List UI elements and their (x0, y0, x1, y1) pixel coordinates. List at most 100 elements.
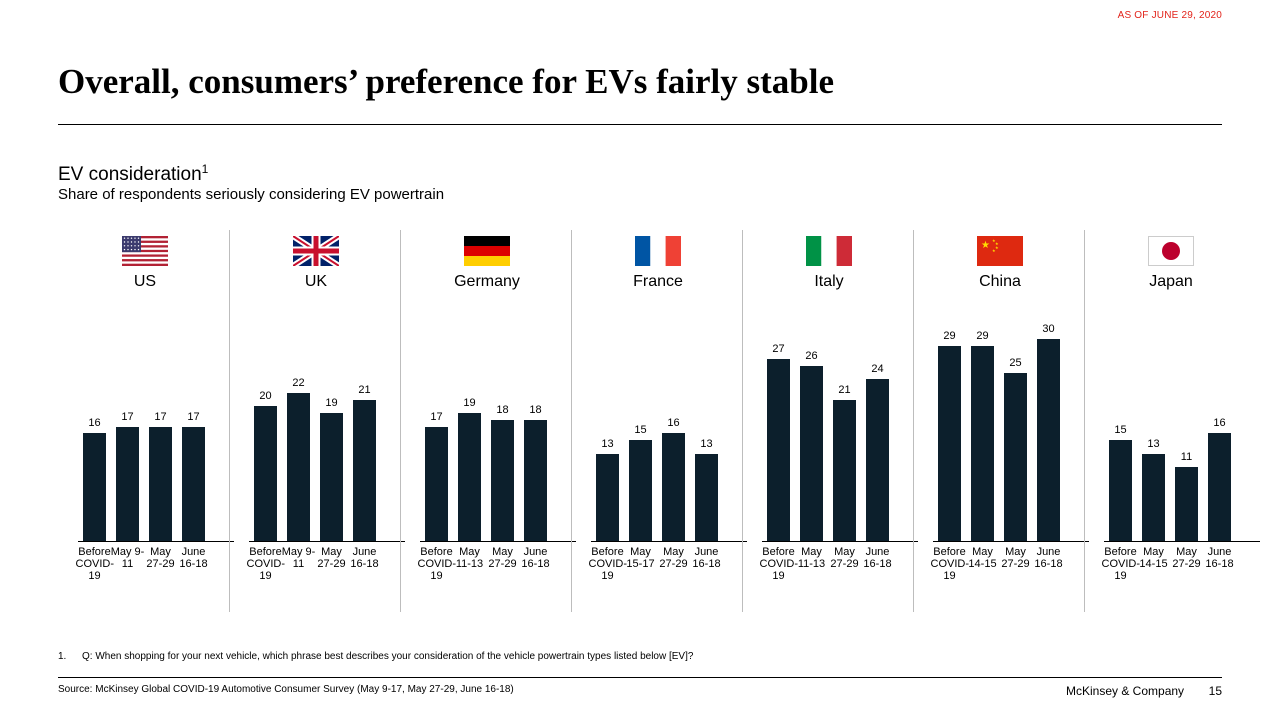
brand-name: McKinsey & Company (1066, 684, 1185, 698)
bar-china-1 (971, 345, 994, 541)
x-tick-label-china-0: Before COVID-19 (930, 546, 970, 582)
x-tick-label-us-0: Before COVID-19 (75, 546, 115, 582)
chart-title-text: EV consideration (58, 164, 202, 185)
data-label-italy-1: 26 (805, 350, 818, 363)
chart-subtitle: Share of respondents seriously consideri… (58, 186, 445, 203)
bar-germany-1 (458, 413, 481, 541)
country-label-us: US (133, 273, 157, 290)
panel-divider (742, 230, 743, 612)
country-label-germany: Germany (454, 273, 520, 290)
uk-flag-icon-graphic (291, 233, 341, 269)
bar-japan-1 (1142, 453, 1165, 541)
data-label-italy-0: 27 (772, 343, 785, 356)
data-label-italy-3: 24 (871, 363, 884, 376)
x-axis-line (420, 541, 576, 542)
bar-france-2 (662, 433, 685, 541)
data-label-japan-3: 16 (1213, 417, 1226, 430)
data-label-germany-1: 19 (463, 397, 476, 410)
bar-france-1 (629, 440, 652, 541)
svg-text:★: ★ (995, 245, 999, 250)
data-label-germany-0: 17 (430, 410, 443, 423)
data-label-japan-1: 13 (1147, 437, 1160, 450)
italy-flag-icon-graphic (806, 236, 852, 266)
data-label-france-0: 13 (601, 437, 614, 450)
data-label-germany-3: 18 (529, 403, 542, 416)
italy-flag-icon (806, 236, 852, 266)
x-axis-line (249, 541, 405, 542)
bar-japan-3 (1208, 433, 1231, 541)
svg-text:★: ★ (981, 240, 990, 251)
bar-china-0 (938, 345, 961, 541)
data-label-uk-0: 20 (259, 390, 272, 403)
data-label-japan-2: 11 (1180, 450, 1193, 463)
x-tick-label-france-3: June 16-18 (692, 546, 721, 570)
x-tick-label-japan-3: June 16-18 (1205, 546, 1234, 570)
france-flag-icon-graphic (635, 236, 681, 266)
japan-flag-icon-graphic (1148, 236, 1194, 266)
data-label-germany-2: 18 (496, 403, 509, 416)
x-axis-line (933, 541, 1089, 542)
bar-us-3 (182, 426, 205, 541)
country-label-japan: Japan (1149, 273, 1193, 290)
data-label-japan-0: 15 (1114, 424, 1127, 437)
bar-uk-3 (353, 399, 376, 541)
x-tick-label-japan-1: May 14-15 (1139, 546, 1168, 570)
bar-uk-1 (287, 392, 310, 541)
bar-italy-3 (866, 379, 889, 541)
x-axis-line (591, 541, 747, 542)
x-tick-label-uk-2: May 27-29 (317, 546, 346, 570)
x-tick-label-germany-0: Before COVID-19 (417, 546, 457, 582)
panel-divider (229, 230, 230, 612)
svg-text:★: ★ (992, 238, 996, 243)
x-axis-line (1104, 541, 1260, 542)
data-label-italy-2: 21 (838, 383, 851, 396)
bar-uk-0 (254, 406, 277, 541)
bar-us-0 (83, 433, 106, 541)
data-label-china-2: 25 (1009, 356, 1022, 369)
bar-china-2 (1004, 372, 1027, 541)
x-tick-label-italy-1: May 11-13 (797, 546, 826, 570)
bar-italy-1 (800, 366, 823, 541)
bar-japan-2 (1175, 466, 1198, 541)
data-label-us-0: 16 (88, 417, 101, 430)
us-flag-icon-graphic (122, 236, 168, 267)
uk-flag-icon (291, 233, 341, 269)
svg-text:★: ★ (995, 241, 999, 246)
x-tick-label-uk-0: Before COVID-19 (246, 546, 286, 582)
footnote: 1. Q: When shopping for your next vehicle… (58, 651, 693, 662)
x-tick-label-uk-1: May 9-11 (281, 546, 316, 570)
x-tick-label-france-0: Before COVID-19 (588, 546, 628, 582)
data-label-france-2: 16 (667, 417, 680, 430)
country-label-france: France (633, 273, 683, 290)
chart-title: EV consideration1 (58, 162, 209, 186)
source-note: Source: McKinsey Global COVID-19 Automot… (58, 684, 514, 695)
x-axis-line (78, 541, 234, 542)
x-tick-label-germany-2: May 27-29 (488, 546, 517, 570)
bar-japan-0 (1109, 440, 1132, 541)
x-tick-label-us-1: May 9-11 (110, 546, 145, 570)
germany-flag-icon-graphic (464, 236, 510, 266)
x-tick-label-japan-2: May 27-29 (1172, 546, 1201, 570)
data-label-china-0: 29 (943, 329, 956, 342)
panel-divider (913, 230, 914, 612)
data-label-china-3: 30 (1042, 323, 1055, 336)
bar-us-2 (149, 426, 172, 541)
x-tick-label-italy-0: Before COVID-19 (759, 546, 799, 582)
footnote-text: Q: When shopping for your next vehicle, … (82, 651, 694, 662)
data-label-france-3: 13 (700, 437, 713, 450)
x-tick-label-us-3: June 16-18 (179, 546, 208, 570)
data-label-us-3: 17 (187, 410, 200, 423)
footnote-marker: 1 (201, 162, 209, 176)
x-tick-label-italy-3: June 16-18 (863, 546, 892, 570)
bar-germany-0 (425, 426, 448, 541)
data-label-uk-1: 22 (292, 376, 305, 389)
data-label-us-1: 17 (121, 410, 134, 423)
x-tick-label-uk-3: June 16-18 (350, 546, 379, 570)
x-tick-label-france-1: May 15-17 (626, 546, 655, 570)
data-label-us-2: 17 (154, 410, 167, 423)
data-label-uk-2: 19 (325, 397, 338, 410)
x-axis-line (762, 541, 918, 542)
x-tick-label-france-2: May 27-29 (659, 546, 688, 570)
bar-uk-2 (320, 413, 343, 541)
x-tick-label-china-3: June 16-18 (1034, 546, 1063, 570)
